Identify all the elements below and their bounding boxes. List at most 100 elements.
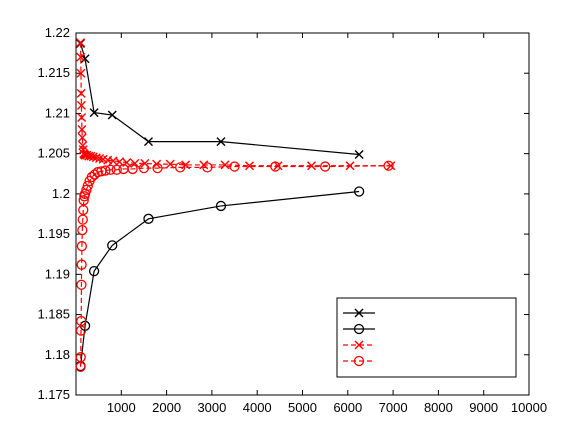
legend [336, 297, 517, 378]
data-point [82, 180, 93, 191]
data-point [111, 164, 122, 175]
data-point [76, 88, 86, 98]
x-marker-stroke [86, 151, 96, 161]
x-axis: 1000 2000 3000 4000 5000 6000 7000 8000 9000 1000… [107, 33, 547, 415]
x-marker-stroke [114, 157, 124, 167]
legend-entry-4 [343, 355, 375, 367]
x-marker-stroke [77, 125, 87, 135]
data-point [107, 110, 117, 120]
y-tick-label: 1.185 [37, 307, 70, 322]
x-marker-stroke [95, 153, 105, 163]
data-point [143, 213, 154, 224]
x-tick-label: 4000 [243, 400, 272, 415]
data-point [220, 160, 230, 170]
y-tick-label: 1.215 [37, 65, 70, 80]
x-marker-stroke [165, 159, 175, 169]
data-point [78, 195, 89, 206]
data-point [270, 161, 281, 172]
data-point [77, 214, 88, 225]
data-point [75, 361, 86, 372]
data-point [76, 241, 88, 252]
data-point [105, 164, 116, 175]
x-marker-stroke [307, 161, 317, 171]
x-marker-stroke [130, 158, 140, 168]
y-tick-label: 1.195 [37, 226, 70, 241]
x-marker-stroke [107, 110, 117, 120]
data-point [383, 160, 394, 171]
x-marker-stroke [354, 340, 364, 350]
data-point [77, 133, 87, 143]
data-point [77, 112, 87, 122]
x-marker-stroke [354, 149, 364, 159]
y-tick-label: 1.22 [45, 25, 70, 40]
x-marker-stroke [245, 161, 254, 171]
legend-entry-3 [343, 340, 375, 350]
data-point [127, 163, 138, 175]
data-point [88, 265, 100, 277]
x-tick-label: 5000 [288, 400, 317, 415]
x-marker-stroke [80, 54, 90, 64]
x-marker-stroke [78, 145, 88, 155]
series-line [79, 165, 389, 367]
x-tick-label: 2000 [152, 400, 181, 415]
data-point [273, 161, 283, 171]
data-point [77, 224, 88, 236]
series-1 [76, 38, 364, 159]
x-tick-label: 8000 [424, 400, 453, 415]
data-point [76, 315, 87, 327]
data-point [76, 38, 86, 48]
data-point [75, 325, 87, 336]
data-point [75, 352, 86, 363]
series-4 [75, 160, 394, 372]
data-point [89, 169, 100, 180]
x-tick-label: 3000 [197, 400, 226, 415]
y-tick-label: 1.19 [45, 266, 70, 281]
x-marker-stroke [77, 133, 87, 143]
data-point [216, 137, 226, 147]
series-line [79, 42, 391, 167]
data-point [175, 162, 186, 173]
legend-entry-2 [343, 323, 375, 335]
x-marker-stroke [91, 153, 101, 163]
data-point [143, 137, 153, 147]
x-marker-stroke [273, 161, 283, 171]
data-point [78, 204, 89, 216]
data-point [165, 159, 175, 169]
data-point [319, 161, 331, 172]
data-point [152, 162, 163, 174]
series-layer [75, 38, 396, 372]
data-point [229, 161, 240, 172]
x-marker-stroke [76, 38, 86, 48]
data-point [76, 68, 86, 78]
data-point [215, 200, 227, 212]
x-marker-stroke [98, 154, 108, 164]
data-point [353, 186, 365, 197]
data-point [76, 100, 86, 110]
legend-marker [353, 355, 365, 367]
data-point [77, 125, 87, 135]
legend-marker [353, 323, 365, 335]
data-point [202, 162, 213, 173]
legend-marker [354, 340, 364, 350]
x-marker-stroke [354, 308, 364, 318]
y-axis: 1.175 1.18 1.185 1.19 1.195 1.2 1.205 1.21 1.215… [37, 25, 529, 402]
data-point [386, 161, 396, 171]
x-marker-stroke [77, 112, 87, 122]
data-point [245, 161, 254, 171]
x-tick-label: 10000 [511, 400, 547, 415]
data-point [76, 52, 86, 62]
x-marker-stroke [76, 52, 86, 62]
data-point [307, 161, 317, 171]
data-point [130, 158, 140, 168]
x-tick-label: 1000 [107, 400, 136, 415]
x-marker-stroke [386, 161, 396, 171]
x-marker-stroke [76, 88, 86, 98]
x-marker-stroke [78, 141, 88, 151]
y-tick-label: 1.2 [52, 186, 70, 201]
legend-box [336, 297, 517, 378]
x-tick-label: 7000 [379, 400, 408, 415]
x-marker-stroke [122, 158, 132, 168]
y-tick-label: 1.205 [37, 146, 70, 161]
data-point [91, 153, 101, 163]
x-marker-stroke [84, 151, 94, 161]
